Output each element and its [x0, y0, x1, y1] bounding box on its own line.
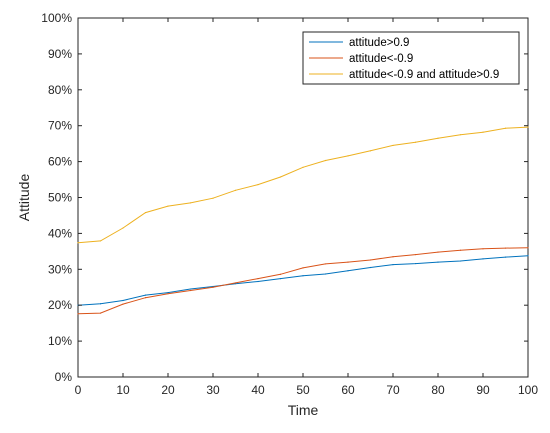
series-3-point — [369, 150, 372, 152]
series-2-point — [414, 253, 417, 256]
series-2-point — [302, 267, 304, 269]
x-tick-label: 80 — [431, 383, 445, 397]
series-2-point — [527, 247, 529, 249]
legend-label-1: attitude>0.9 — [349, 37, 409, 49]
series-3-point — [459, 134, 462, 136]
series-2-point — [167, 293, 169, 295]
x-tick-label: 70 — [386, 383, 400, 397]
legend: attitude>0.9 attitude<-0.9 attitude<-0.9 a… — [302, 31, 520, 85]
x-tick-label: 30 — [206, 383, 220, 397]
series-1-point — [347, 270, 349, 272]
series-1-point — [257, 280, 259, 283]
y-tick-label: 10% — [48, 334, 72, 348]
series-3-point — [257, 183, 259, 186]
x-tick-label: 60 — [341, 383, 355, 397]
series-1-point — [504, 256, 507, 258]
y-tick-label: 50% — [48, 191, 72, 205]
series-1-point — [122, 299, 124, 302]
series-1-point — [392, 264, 394, 266]
series-2-point — [99, 312, 102, 314]
y-tick-label: 30% — [48, 262, 72, 276]
y-tick-label: 60% — [48, 155, 72, 169]
series-2-point — [279, 273, 282, 275]
series-2-point — [459, 249, 462, 251]
y-axis-label: Attitude — [16, 174, 32, 222]
legend-label-3: attitude<-0.9 and attitude>0.9 — [349, 69, 499, 81]
series-3-point — [279, 176, 282, 178]
y-tick-label: 80% — [48, 83, 72, 97]
series-1-point — [369, 266, 372, 269]
legend-label-2: attitude<-0.9 — [349, 53, 413, 65]
series-1-point — [302, 275, 304, 277]
series-2-point — [482, 248, 484, 250]
series-3-point — [77, 242, 79, 244]
series-3-point — [189, 202, 192, 204]
series-2-point — [234, 282, 237, 284]
series-3-point — [99, 240, 102, 242]
x-tick-label: 20 — [161, 383, 175, 397]
y-tick-label: 20% — [48, 298, 72, 312]
series-2-point — [369, 259, 372, 261]
series-1-point — [482, 258, 484, 260]
series-3-point — [392, 144, 394, 147]
y-tick-label: 0% — [55, 370, 73, 384]
y-tick-label: 90% — [48, 47, 72, 61]
y-tick-label: 70% — [48, 119, 72, 133]
series-1-point — [167, 292, 169, 294]
series-1-point — [459, 260, 462, 262]
series-2-point — [347, 261, 349, 263]
x-tick-label: 100 — [518, 383, 538, 397]
series-1-point — [437, 261, 439, 263]
series-3-point — [144, 211, 147, 214]
series-1-point — [279, 278, 282, 280]
series-1-point — [527, 255, 529, 257]
series-3-point — [347, 155, 349, 157]
series-1-point — [324, 273, 327, 275]
series-2-point — [437, 251, 439, 253]
series-3-point — [302, 166, 304, 168]
series-1-point — [414, 262, 417, 265]
series-3-point — [234, 189, 237, 191]
series-2-point — [257, 278, 259, 280]
x-tick-label: 50 — [296, 383, 310, 397]
series-3-point — [437, 137, 439, 139]
series-3-point — [167, 205, 169, 207]
series-3-point — [122, 227, 124, 229]
series-3-point — [324, 159, 327, 162]
x-tick-label: 10 — [116, 383, 130, 397]
x-axis-label: Time — [288, 402, 319, 418]
series-1-point — [189, 288, 192, 290]
series-2-point — [392, 256, 394, 258]
series-2-point — [212, 286, 214, 288]
series-3-point — [527, 126, 529, 128]
series-3-point — [414, 141, 417, 143]
y-tick-label: 40% — [48, 226, 72, 240]
x-tick-label: 0 — [75, 383, 82, 397]
series-2-point — [144, 297, 147, 299]
series-1-point — [144, 294, 147, 296]
x-tick-label: 90 — [476, 383, 490, 397]
series-3-point — [482, 131, 484, 133]
series-2-point — [324, 263, 327, 265]
series-2-point — [189, 289, 192, 292]
x-tick-label: 40 — [251, 383, 265, 397]
series-2-point — [122, 303, 124, 305]
series-3-point — [504, 127, 507, 129]
series-1-point — [99, 303, 102, 305]
ticks-layer: 0 10 20 30 40 50 60 70 80 90 100 0% 10% 20% 30% 40% 50% 6… — [41, 11, 538, 397]
series-2-point — [504, 247, 507, 249]
series-3-point — [212, 197, 214, 199]
y-tick-label: 100% — [41, 11, 72, 25]
series-layer — [77, 126, 529, 315]
series-2-point — [77, 313, 79, 315]
